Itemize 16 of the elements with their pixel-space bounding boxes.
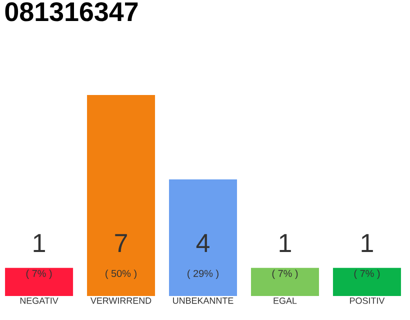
annotation: 1 xyxy=(280,234,291,252)
x-tick-label: POSITIV xyxy=(350,298,385,304)
x-tick-label: NEGATIV xyxy=(20,298,58,304)
data-label: ( 7% ) xyxy=(354,270,380,279)
annotation: 1 xyxy=(34,234,45,252)
data-label: ( 7% ) xyxy=(26,270,52,279)
annotation: 7 xyxy=(115,234,127,252)
x-tick-label: EGAL xyxy=(274,298,297,304)
annotation: 4 xyxy=(196,234,210,252)
x-tick-label: VERWIRREND xyxy=(90,298,152,304)
data-label: ( 50% ) xyxy=(106,270,136,279)
data-label: ( 29% ) xyxy=(188,270,218,279)
chart-title: 081316347 xyxy=(5,2,138,22)
x-tick-label: UNBEKANNTE xyxy=(173,298,234,304)
data-label: ( 7% ) xyxy=(272,270,298,279)
annotation: 1 xyxy=(362,234,373,252)
